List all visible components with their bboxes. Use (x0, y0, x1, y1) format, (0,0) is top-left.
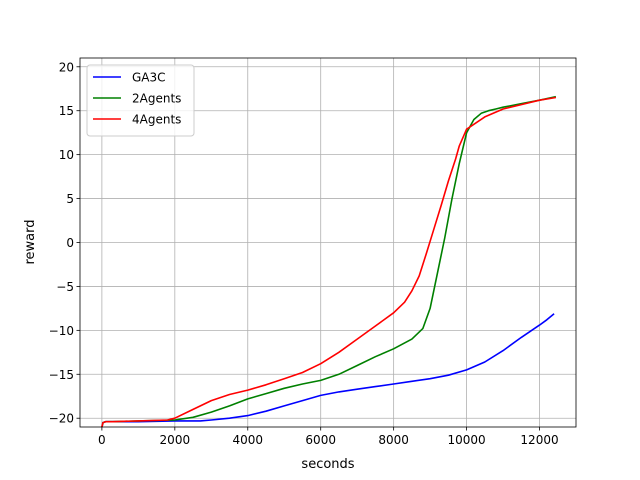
series-lines (101, 95, 557, 428)
x-axis-label: seconds (301, 457, 354, 472)
y-axis-ticks: −20 −15 −10 −5 0 5 10 15 20 (49, 60, 80, 426)
series-line-4agents (101, 96, 557, 428)
legend: GA3C 2Agents 4Agents (86, 64, 195, 137)
y-tick-label: −5 (56, 280, 74, 294)
y-axis-label: reward (23, 219, 38, 264)
x-tick-label: 4000 (232, 433, 263, 447)
y-tick-label: 10 (59, 148, 74, 162)
x-tick-label: 8000 (378, 433, 409, 447)
y-tick-label: 20 (59, 60, 74, 74)
y-tick-label: −15 (49, 368, 74, 382)
grid (80, 58, 576, 427)
x-tick-label: 6000 (305, 433, 336, 447)
x-axis-ticks: 0 2000 4000 6000 8000 10000 12000 (98, 427, 559, 447)
series-line-2agents (101, 95, 557, 428)
series-line-ga3c (101, 313, 555, 428)
x-tick-label: 0 (98, 433, 106, 447)
y-tick-label: −10 (49, 324, 74, 338)
legend-label: 4Agents (132, 113, 181, 127)
x-tick-label: 10000 (447, 433, 485, 447)
y-tick-label: 0 (66, 236, 74, 250)
x-tick-label: 12000 (520, 433, 558, 447)
y-tick-label: 15 (59, 104, 74, 118)
x-tick-label: 2000 (160, 433, 191, 447)
y-tick-label: −20 (49, 412, 74, 426)
y-tick-label: 5 (66, 192, 74, 206)
legend-label: GA3C (132, 71, 166, 85)
legend-label: 2Agents (132, 92, 181, 106)
